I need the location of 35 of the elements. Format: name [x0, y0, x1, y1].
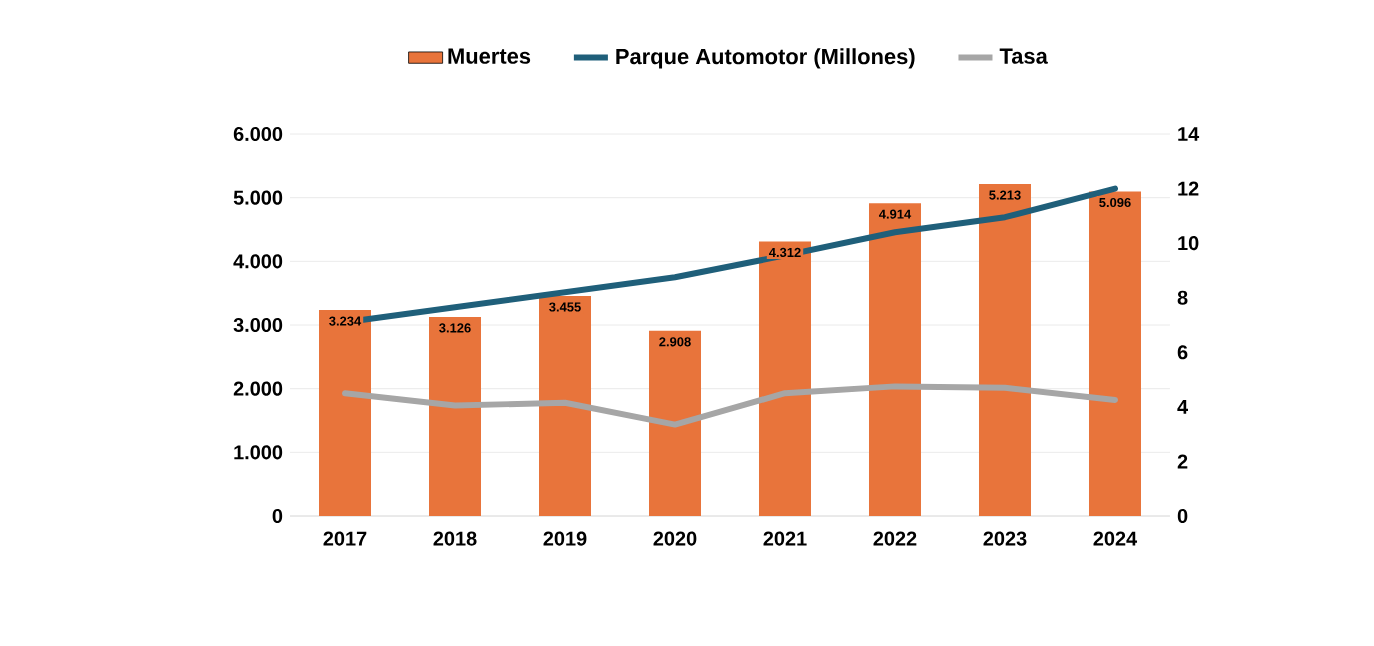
legend-label: Parque Automotor (Millones) — [616, 48, 915, 69]
y2-tick-label: 14 — [1178, 127, 1200, 141]
legend-label: Muertes — [448, 48, 531, 64]
y2-tick-label: 6 — [1177, 345, 1188, 360]
y-tick-label: 6.000 — [233, 126, 283, 142]
y-tick-label: 4.000 — [233, 254, 283, 269]
bar — [758, 241, 811, 516]
y2-tick-label: 8 — [1177, 290, 1188, 305]
bar — [429, 316, 481, 516]
x-tick-label: 2021 — [763, 531, 807, 546]
y2-tick-label: 4 — [1177, 399, 1188, 414]
bar — [1088, 191, 1141, 516]
bar — [649, 330, 701, 516]
y-tick-label: 1.000 — [234, 445, 283, 460]
y2-tick-label: 0 — [1177, 508, 1188, 524]
y-tick-label: 2.000 — [233, 381, 283, 396]
bar — [868, 203, 921, 516]
line-series — [342, 383, 1118, 428]
y2-tick-label: 12 — [1178, 181, 1199, 196]
x-tick-label: 2024 — [1093, 531, 1138, 546]
x-tick-label: 2022 — [873, 531, 917, 546]
y2-tick-label: 2 — [1177, 454, 1188, 469]
bar — [319, 310, 371, 516]
x-tick-label: 2018 — [433, 531, 477, 546]
x-tick-label: 2019 — [543, 531, 587, 546]
y-tick-label: 3.000 — [233, 317, 283, 333]
bar — [539, 296, 591, 516]
bar — [978, 184, 1031, 516]
y2-tick-label: 10 — [1178, 236, 1199, 251]
y-tick-label: 5.000 — [233, 190, 283, 205]
x-tick-label: 2020 — [653, 531, 697, 546]
y-tick-label: 0 — [272, 508, 283, 524]
x-tick-label: 2017 — [323, 531, 367, 546]
x-tick-label: 2023 — [983, 531, 1027, 546]
legend-label: Tasa — [999, 48, 1048, 64]
